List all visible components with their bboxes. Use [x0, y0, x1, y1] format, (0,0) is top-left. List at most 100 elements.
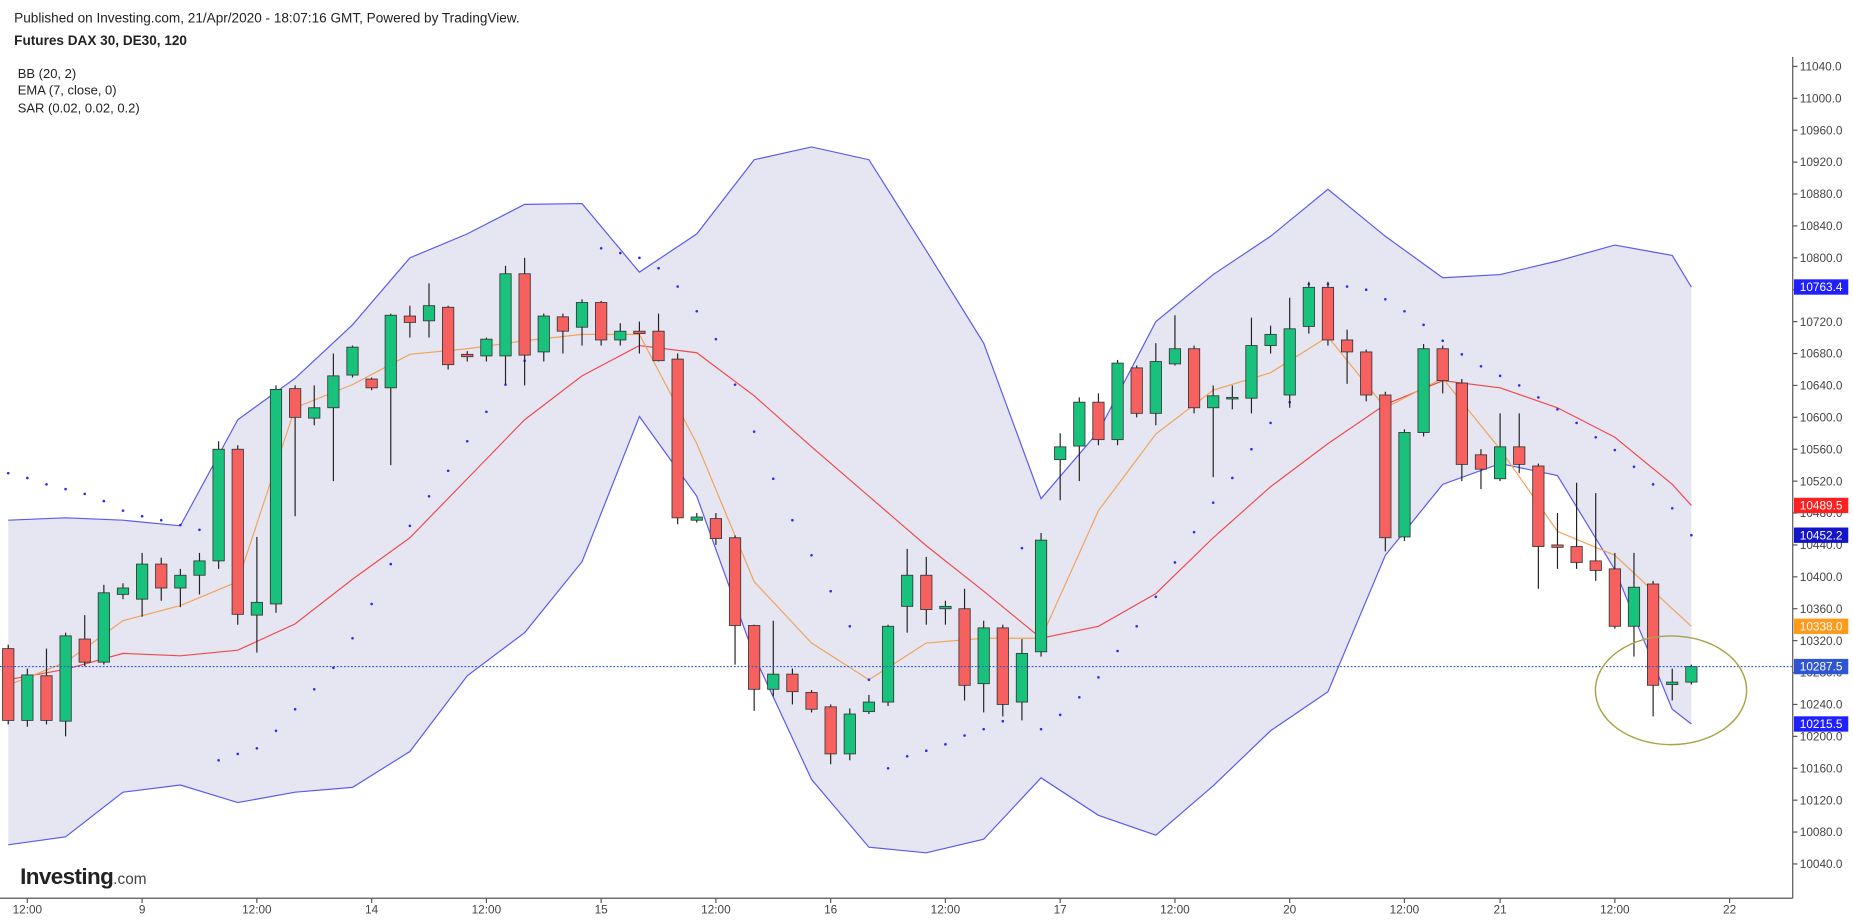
candle-body [422, 305, 436, 322]
candle-body [1283, 328, 1296, 396]
x-tick-label: 12:00 [701, 903, 731, 917]
y-tick-label: 10600.0 [1800, 410, 1843, 424]
sar-dot [351, 636, 354, 640]
candle-body [1417, 348, 1430, 433]
candle-body [136, 563, 149, 600]
sar-dot [465, 439, 469, 443]
sar-dot [1364, 288, 1368, 292]
bb-upper [8, 146, 1692, 527]
sar-dot [1058, 713, 1062, 717]
sar-dot [1422, 323, 1425, 327]
sar-dot [1613, 448, 1617, 452]
sar-dot [446, 469, 450, 473]
x-tick-label: 12:00 [1390, 903, 1420, 917]
sar-dot [408, 524, 412, 528]
candle-body [1532, 465, 1545, 547]
sar-dot [771, 477, 775, 481]
x-tick-label: 12:00 [242, 903, 272, 917]
candle-body [1398, 432, 1411, 538]
price-badge-label: 10763.4 [1800, 280, 1843, 294]
y-tick-label: 11040.0 [1800, 60, 1842, 74]
candle-body [231, 448, 244, 615]
instrument-title: Futures DAX 30, DE30, 120 [14, 33, 187, 48]
candle-body [1608, 568, 1621, 627]
candle-body [174, 574, 187, 589]
sar-dot [810, 554, 813, 557]
logo: Investing.com [20, 864, 146, 889]
sar-dot [45, 483, 48, 486]
highlight-ellipse [1594, 635, 1748, 746]
candle-body [1474, 454, 1488, 470]
axes: 10040.0 10080.0 10120.0 10160.0 10200.0 10240… [13, 60, 1849, 917]
sar-dot [791, 518, 794, 522]
y-tick-label: 10640.0 [1800, 379, 1843, 393]
x-tick-label: 17 [1054, 903, 1067, 917]
candle-body [556, 316, 569, 332]
candle-body [614, 330, 627, 341]
candle-body [728, 537, 742, 626]
sar-dot [1651, 483, 1655, 486]
candle-body [1627, 586, 1641, 627]
logo-suffix: .com [113, 871, 146, 888]
sar-dot [695, 309, 699, 313]
sar-dot [944, 743, 947, 746]
sar-dot [1097, 676, 1100, 679]
sar-dot [140, 514, 144, 518]
y-tick-label: 10360.0 [1800, 602, 1843, 616]
candle-body [1513, 446, 1526, 465]
candle-body [1130, 367, 1143, 414]
candle-body [308, 407, 321, 419]
y-tick-label: 10200.0 [1800, 729, 1843, 743]
candle-body [1034, 539, 1048, 653]
x-tick-label: 14 [365, 903, 379, 917]
candle-body [78, 638, 91, 663]
candle-body [901, 574, 914, 607]
candle-body [461, 353, 474, 358]
sar-dot [1403, 309, 1406, 313]
price-badge [1793, 527, 1849, 543]
candle-body [1551, 544, 1564, 548]
candle-body [1015, 652, 1029, 703]
sar-dot [1460, 353, 1464, 356]
candle-body [1226, 396, 1239, 400]
candle-body [1379, 394, 1392, 539]
sar-dot [848, 624, 852, 628]
candle-body [1685, 666, 1698, 683]
y-tick-label: 10160.0 [1800, 761, 1843, 775]
price-badge [1793, 716, 1849, 732]
sar-dot [676, 285, 679, 288]
sar-dot [1192, 530, 1196, 534]
sar-dot [1001, 719, 1005, 723]
logo-main: Investing [20, 864, 113, 889]
y-tick-label: 10960.0 [1800, 123, 1843, 137]
sar-dot [1498, 374, 1502, 378]
x-tick-label: 12:00 [1160, 903, 1190, 917]
price-badge-label: 10215.5 [1800, 717, 1843, 731]
price-badge-label: 10489.5 [1800, 499, 1843, 513]
sar-dot [1211, 501, 1215, 504]
sar-dot [1690, 533, 1693, 537]
sar-dot [255, 747, 259, 750]
candle-body [1073, 401, 1086, 447]
candle-body [862, 701, 876, 713]
sar-dot [1020, 546, 1024, 550]
x-tick-label: 16 [824, 903, 838, 917]
candle-body [327, 375, 340, 409]
sar-dot [905, 754, 909, 758]
candle-body [690, 516, 703, 521]
candle-body [384, 314, 397, 389]
sar-dot [1575, 421, 1578, 425]
y-tick-label: 10880.0 [1800, 187, 1843, 201]
x-tick-label: 20 [1283, 903, 1297, 917]
sar-dot [1250, 447, 1253, 451]
candle-body [1149, 361, 1162, 414]
candle-body [212, 448, 225, 562]
x-tick-label: 12:00 [13, 903, 43, 917]
sar-dot [714, 337, 718, 341]
candle-body [824, 706, 837, 755]
candle-body [1054, 446, 1067, 461]
y-tick-label: 10120.0 [1800, 793, 1843, 807]
sar-dot [657, 266, 660, 270]
sar-dot [1154, 595, 1158, 599]
